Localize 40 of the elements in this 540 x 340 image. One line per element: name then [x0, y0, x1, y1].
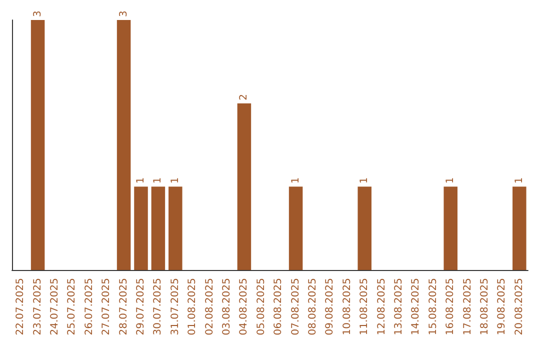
x-tick-label: 17.08.2025 [462, 278, 474, 336]
x-tick-label: 27.07.2025 [101, 278, 112, 336]
x-tick-label: 23.07.2025 [32, 278, 44, 336]
x-tick-label: 05.08.2025 [256, 278, 267, 336]
x-tick-label: 09.08.2025 [324, 278, 336, 336]
data-label: 1 [170, 177, 181, 184]
x-tick-label: 30.07.2025 [152, 278, 164, 336]
data-label: 1 [445, 177, 456, 184]
data-label: 3 [32, 10, 44, 17]
data-label: 1 [359, 177, 370, 184]
data-label: 3 [118, 10, 130, 17]
x-tick-label: 31.07.2025 [170, 278, 181, 336]
x-tick-label: 02.08.2025 [204, 278, 216, 336]
data-label: 1 [136, 177, 146, 184]
x-tick-label: 20.08.2025 [514, 278, 525, 336]
x-tick-label: 03.08.2025 [222, 278, 232, 336]
x-tick-label: 12.08.2025 [376, 278, 388, 336]
x-tick-label: 19.08.2025 [496, 278, 508, 336]
x-tick-label: 16.08.2025 [445, 278, 456, 336]
x-tick-label: 15.08.2025 [428, 278, 439, 336]
x-tick-label: 28.07.2025 [118, 278, 130, 336]
x-tick-label: 18.08.2025 [480, 278, 490, 336]
x-tick-label: 24.07.2025 [50, 278, 60, 336]
x-tick-label: 14.08.2025 [410, 278, 422, 336]
x-tick-label: 11.08.2025 [359, 278, 370, 336]
x-tick-label: 01.08.2025 [187, 278, 198, 336]
x-tick-label: 07.08.2025 [290, 278, 302, 336]
x-tick-label: 22.07.2025 [15, 278, 26, 336]
data-label: 2 [238, 94, 250, 100]
data-label: 1 [290, 177, 302, 184]
x-tick-label: 08.08.2025 [308, 278, 318, 336]
x-tick-label: 13.08.2025 [394, 278, 404, 336]
x-tick-label: 25.07.2025 [66, 278, 78, 336]
data-label: 1 [514, 177, 525, 184]
data-label: 1 [152, 177, 164, 184]
x-tick-label: 04.08.2025 [238, 278, 250, 336]
x-tick-label: 26.07.2025 [84, 278, 95, 336]
x-tick-label: 10.08.2025 [342, 278, 353, 336]
x-tick-label: 29.07.2025 [136, 278, 146, 336]
x-tick-label: 06.08.2025 [273, 278, 284, 336]
